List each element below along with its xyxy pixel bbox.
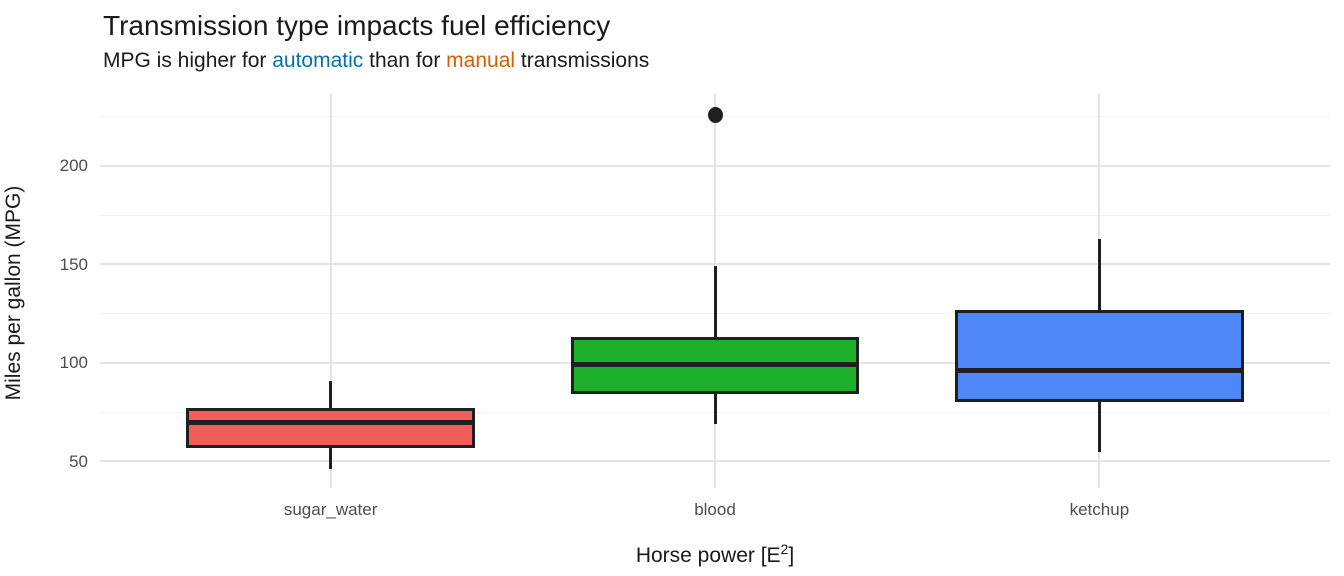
x-tick-label-ketchup: ketchup [1069,500,1130,519]
box-ketchup [955,309,1244,403]
x-axis-title: Horse power [E2] [636,541,794,568]
gridline-x-sugar_water [329,94,332,488]
y-tick-label-100: 100 [59,353,88,373]
subtitle-plain-3: transmissions [515,49,650,72]
subtitle-manual: manual [446,49,516,72]
y-tick-label-150: 150 [59,254,88,274]
y-tick-label-50: 50 [69,451,88,471]
x-axis-title-pre: Horse power [E [635,544,781,567]
x-tick-label-blood: blood [694,500,736,519]
subtitle-automatic: automatic [272,49,364,72]
median-sugar_water [186,419,475,425]
median-ketchup [955,368,1244,374]
subtitle-plain-2: than for [363,49,447,72]
x-axis-title-post: ] [788,544,795,567]
x-tick-label-sugar_water: sugar_water [283,500,378,519]
outlier-blood-226 [707,106,723,123]
chart-title: Transmission type impacts fuel efficienc… [103,10,611,41]
box-sugar_water [186,408,475,448]
x-axis-title-sup: 2 [780,541,789,557]
median-blood [570,362,860,368]
chart-subtitle: MPG is higher for automatic than for man… [103,48,649,73]
y-tick-label-200: 200 [59,156,88,176]
subtitle-plain-1: MPG is higher for [103,49,273,72]
